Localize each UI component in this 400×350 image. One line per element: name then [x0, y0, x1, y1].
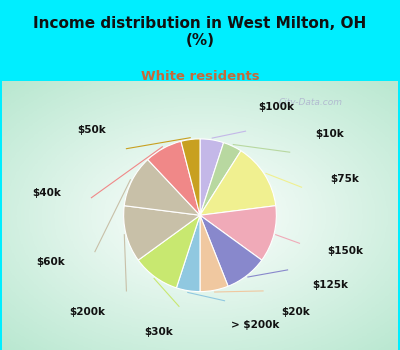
Wedge shape: [176, 215, 200, 292]
Text: > $200k: > $200k: [232, 320, 280, 330]
Text: $75k: $75k: [330, 174, 359, 184]
Wedge shape: [200, 215, 262, 286]
Text: $150k: $150k: [328, 246, 364, 256]
Text: $100k: $100k: [258, 103, 294, 112]
Text: Income distribution in West Milton, OH
(%): Income distribution in West Milton, OH (…: [33, 16, 367, 48]
Wedge shape: [124, 160, 200, 215]
Wedge shape: [200, 151, 276, 215]
Wedge shape: [148, 141, 200, 215]
Text: $60k: $60k: [36, 257, 65, 267]
Text: $125k: $125k: [312, 280, 348, 290]
Text: $20k: $20k: [281, 307, 310, 317]
Wedge shape: [200, 143, 241, 215]
Text: City-Data.com: City-Data.com: [279, 98, 343, 106]
Wedge shape: [200, 215, 228, 292]
Wedge shape: [200, 139, 224, 215]
Wedge shape: [138, 215, 200, 288]
Text: $10k: $10k: [315, 130, 344, 139]
Wedge shape: [181, 139, 200, 215]
Text: $200k: $200k: [70, 307, 106, 317]
Text: $40k: $40k: [32, 188, 61, 198]
Wedge shape: [200, 206, 276, 260]
Text: White residents: White residents: [141, 70, 259, 83]
Text: $50k: $50k: [77, 125, 106, 135]
Wedge shape: [124, 206, 200, 260]
Text: $30k: $30k: [144, 327, 173, 337]
